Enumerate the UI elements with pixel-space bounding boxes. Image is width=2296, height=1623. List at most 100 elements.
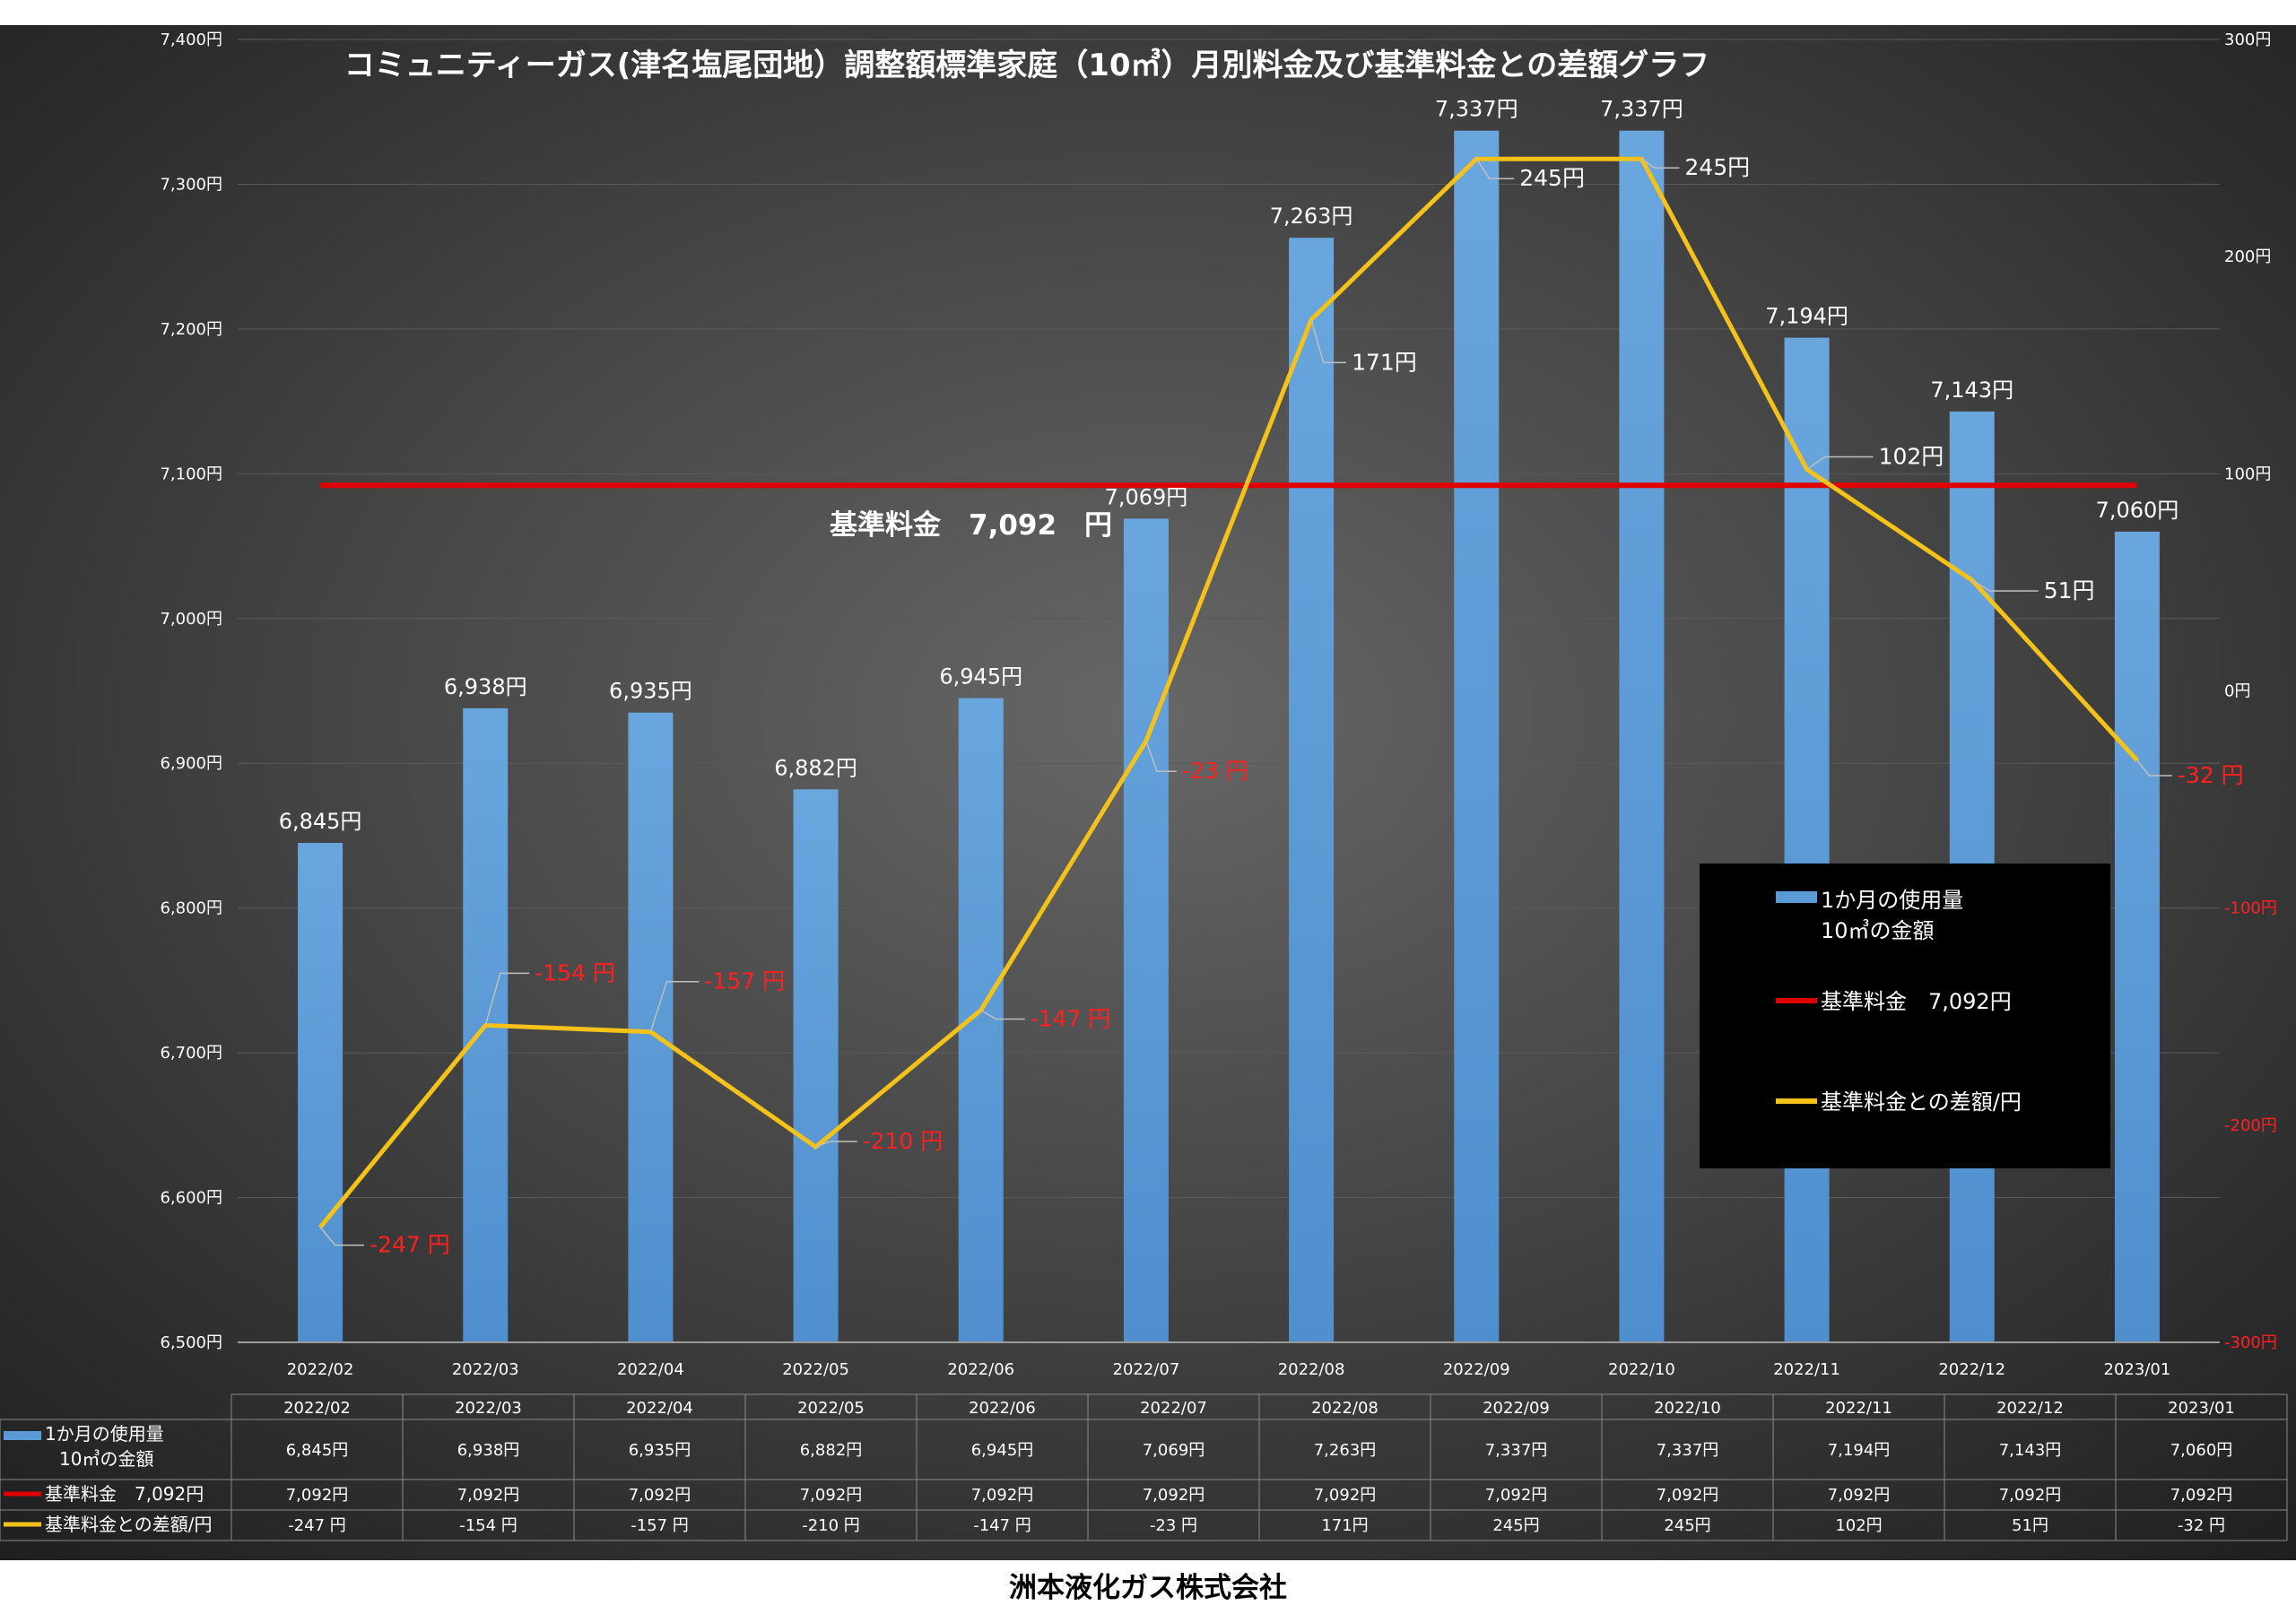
diff-label-leader [1806,456,1874,471]
bar [2114,531,2160,1342]
bar [1784,337,1830,1342]
table-cell: 102円 [1835,1516,1882,1535]
bar [1619,130,1665,1343]
right-axis-tick-label: 0円 [2224,682,2250,701]
table-header-cell: 2022/12 [1996,1399,2064,1418]
table-cell: -247 円 [288,1516,346,1535]
bar-value-label: 7,194円 [1765,304,1848,329]
table-cell: -147 円 [973,1516,1031,1535]
bar [628,712,674,1342]
diff-label-leader [1145,740,1177,772]
diff-label-leader [649,980,700,1032]
bar [1289,238,1335,1342]
table-cell: -210 円 [802,1516,860,1535]
table-cell: -32 円 [2178,1516,2225,1535]
table-cell: 7,092円 [629,1486,691,1505]
left-axis-tick-label: 6,700円 [160,1044,222,1063]
left-axis-tick-label: 7,100円 [160,464,222,483]
table-cell: 6,845円 [286,1441,349,1460]
diff-label-leader [2136,759,2172,777]
table-cell: 7,092円 [1999,1486,2062,1505]
bar-value-label: 7,263円 [1270,204,1353,229]
bar [793,789,839,1342]
diff-value-label: -157 円 [704,968,785,994]
diff-value-label: 51円 [2044,577,2095,603]
table-header-cell: 2022/06 [969,1399,1036,1418]
right-axis-tick-label: 200円 [2224,247,2271,266]
diff-value-label: -23 円 [1182,758,1248,784]
table-cell: 7,060円 [2170,1441,2233,1460]
table-header-cell: 2022/04 [626,1399,693,1418]
table-cell: 7,337円 [1485,1441,1548,1460]
x-axis-tick-label: 2022/07 [1113,1360,1180,1379]
bar-value-label: 7,337円 [1600,97,1683,122]
diff-value-label: -247 円 [370,1232,450,1258]
x-axis-tick-label: 2022/04 [617,1360,684,1379]
bar-value-label: 7,069円 [1105,484,1188,509]
table-cell: 7,092円 [800,1486,863,1505]
diff-value-label: -210 円 [863,1128,944,1154]
x-axis-tick-label: 2022/10 [1608,1360,1675,1379]
table-header-cell: 2022/02 [283,1399,351,1418]
right-axis-tick-label: -300円 [2224,1333,2277,1352]
legend-bar-swatch [1776,891,1817,903]
left-axis-tick-label: 6,600円 [160,1189,222,1208]
legend-label: 10㎥の金額 [1821,918,1935,943]
left-axis-tick-label: 7,400円 [160,30,222,49]
table-cell: -154 円 [459,1516,517,1535]
bar-value-label: 6,938円 [444,674,527,699]
table-cell: 7,092円 [2170,1486,2233,1505]
table-row-bar-swatch [4,1431,41,1440]
bar-value-label: 6,845円 [279,809,362,834]
diff-label-leader [1310,319,1347,364]
table-cell: 7,143円 [1999,1441,2062,1460]
x-axis-tick-label: 2022/11 [1773,1360,1840,1379]
right-axis-tick-label: 100円 [2224,464,2271,483]
diff-label-leader [1475,158,1515,179]
bar [1454,130,1500,1343]
x-axis-tick-label: 2022/02 [287,1360,354,1379]
right-axis-tick-label: 300円 [2224,30,2271,49]
table-cell: 7,092円 [286,1486,349,1505]
bar [298,843,344,1342]
diff-value-label: -154 円 [535,959,615,985]
diff-value-label: 102円 [1879,443,1944,469]
table-header-cell: 2022/09 [1483,1399,1550,1418]
baseline-annotation: 基準料金 7,092 円 [830,509,1112,542]
diff-label-leader [319,1227,365,1246]
table-cell: -157 円 [631,1516,689,1535]
table-cell: 7,092円 [1485,1486,1548,1505]
table-header-cell: 2022/05 [797,1399,865,1418]
table-cell: 245円 [1492,1516,1539,1535]
table-row-header: 1か月の使用量 [45,1423,164,1445]
table-header-cell: 2022/08 [1311,1399,1378,1418]
legend-label: 1か月の使用量 [1821,888,1963,913]
diff-value-label: 171円 [1352,349,1417,375]
table-cell: 7,092円 [971,1486,1034,1505]
table-row-header: 基準料金との差額/円 [45,1514,213,1535]
bar-value-label: 7,060円 [2096,498,2179,523]
right-axis-tick-label: -100円 [2224,899,2277,918]
table-header-cell: 2023/01 [2168,1399,2235,1418]
legend-label: 基準料金との差額/円 [1821,1089,2022,1115]
diff-value-label: -147 円 [1031,1005,1111,1031]
diff-label-leader [815,1141,857,1148]
x-axis-tick-label: 2022/12 [1938,1360,2005,1379]
diff-label-leader [484,972,530,1026]
chart-svg: 6,845円 6,938円 6,935円 6,882円 6,945円 7,069円 7,26… [0,25,2296,1560]
bar-value-label: 7,143円 [1930,378,2013,403]
legend-label: 基準料金 7,092円 [1821,989,2012,1014]
table-cell: 7,092円 [1143,1486,1205,1505]
table-cell: 7,069円 [1143,1441,1205,1460]
diff-label-leader [1971,579,2039,592]
bar [1123,518,1169,1342]
table-cell: 7,263円 [1314,1441,1377,1460]
table-cell: 7,092円 [1657,1486,1719,1505]
table-cell: 6,935円 [629,1441,691,1460]
left-axis-tick-label: 6,800円 [160,899,222,918]
x-axis-tick-label: 2023/01 [2104,1360,2171,1379]
table-header-cell: 2022/03 [455,1399,522,1418]
left-axis-tick-label: 7,000円 [160,610,222,629]
table-header-cell: 2022/11 [1825,1399,1892,1418]
